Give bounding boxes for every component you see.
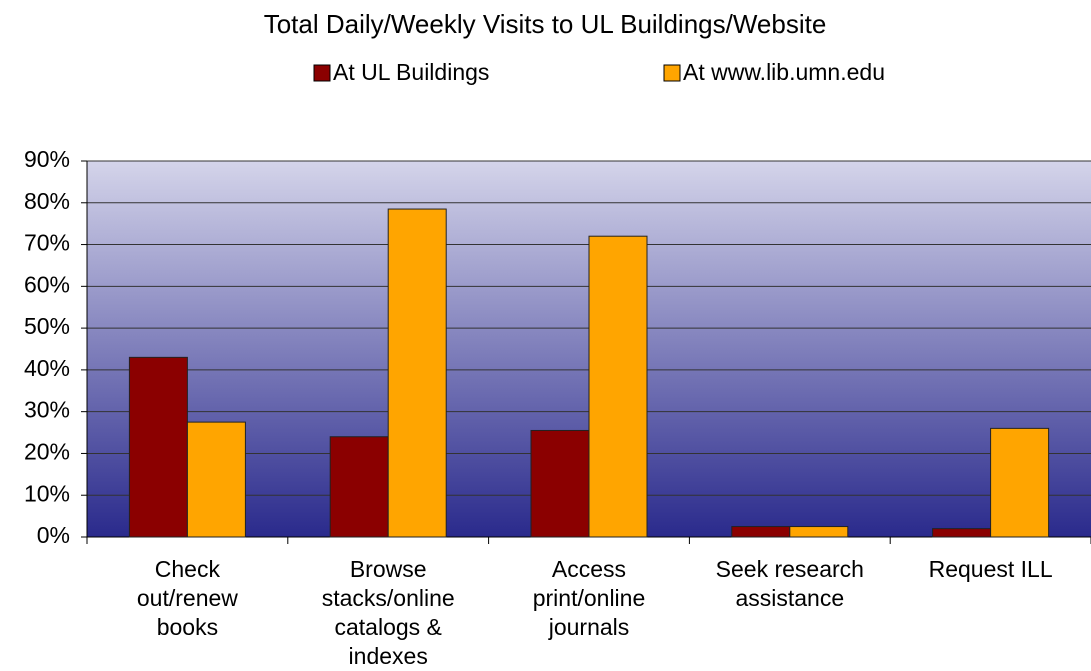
y-tick-label: 10% — [24, 480, 70, 506]
bar — [588, 235, 648, 538]
x-tick-label: Request ILL — [928, 556, 1053, 582]
x-tick-label: Access print/online journals — [532, 556, 646, 640]
y-tick-label: 50% — [24, 313, 70, 339]
bar — [990, 427, 1050, 538]
y-tick-label: 60% — [24, 271, 70, 297]
y-tick-label: 0% — [37, 522, 70, 548]
x-tick-label: Browse stacks/online catalogs & indexes — [321, 556, 455, 669]
bar — [128, 356, 188, 538]
y-tick-label: 70% — [24, 230, 70, 256]
bar — [731, 526, 791, 538]
y-tick-label: 30% — [24, 397, 70, 423]
y-tick-label: 40% — [24, 355, 70, 381]
bar — [789, 526, 849, 538]
bar — [186, 421, 246, 538]
y-tick-label: 90% — [24, 146, 70, 172]
legend-label: At www.lib.umn.edu — [683, 59, 885, 85]
bar — [329, 436, 389, 538]
y-tick-label: 20% — [24, 439, 70, 465]
bar — [932, 528, 992, 538]
x-tick-label: Seek research assistance — [715, 556, 864, 611]
legend-swatch — [313, 64, 331, 82]
legend-swatch — [663, 64, 681, 82]
bar — [530, 429, 590, 538]
legend-label: At UL Buildings — [333, 59, 489, 85]
y-tick-label: 80% — [24, 188, 70, 214]
chart-title: Total Daily/Weekly Visits to UL Building… — [264, 9, 827, 39]
bar — [387, 208, 447, 538]
x-tick-label: Check out/renew books — [136, 556, 238, 640]
